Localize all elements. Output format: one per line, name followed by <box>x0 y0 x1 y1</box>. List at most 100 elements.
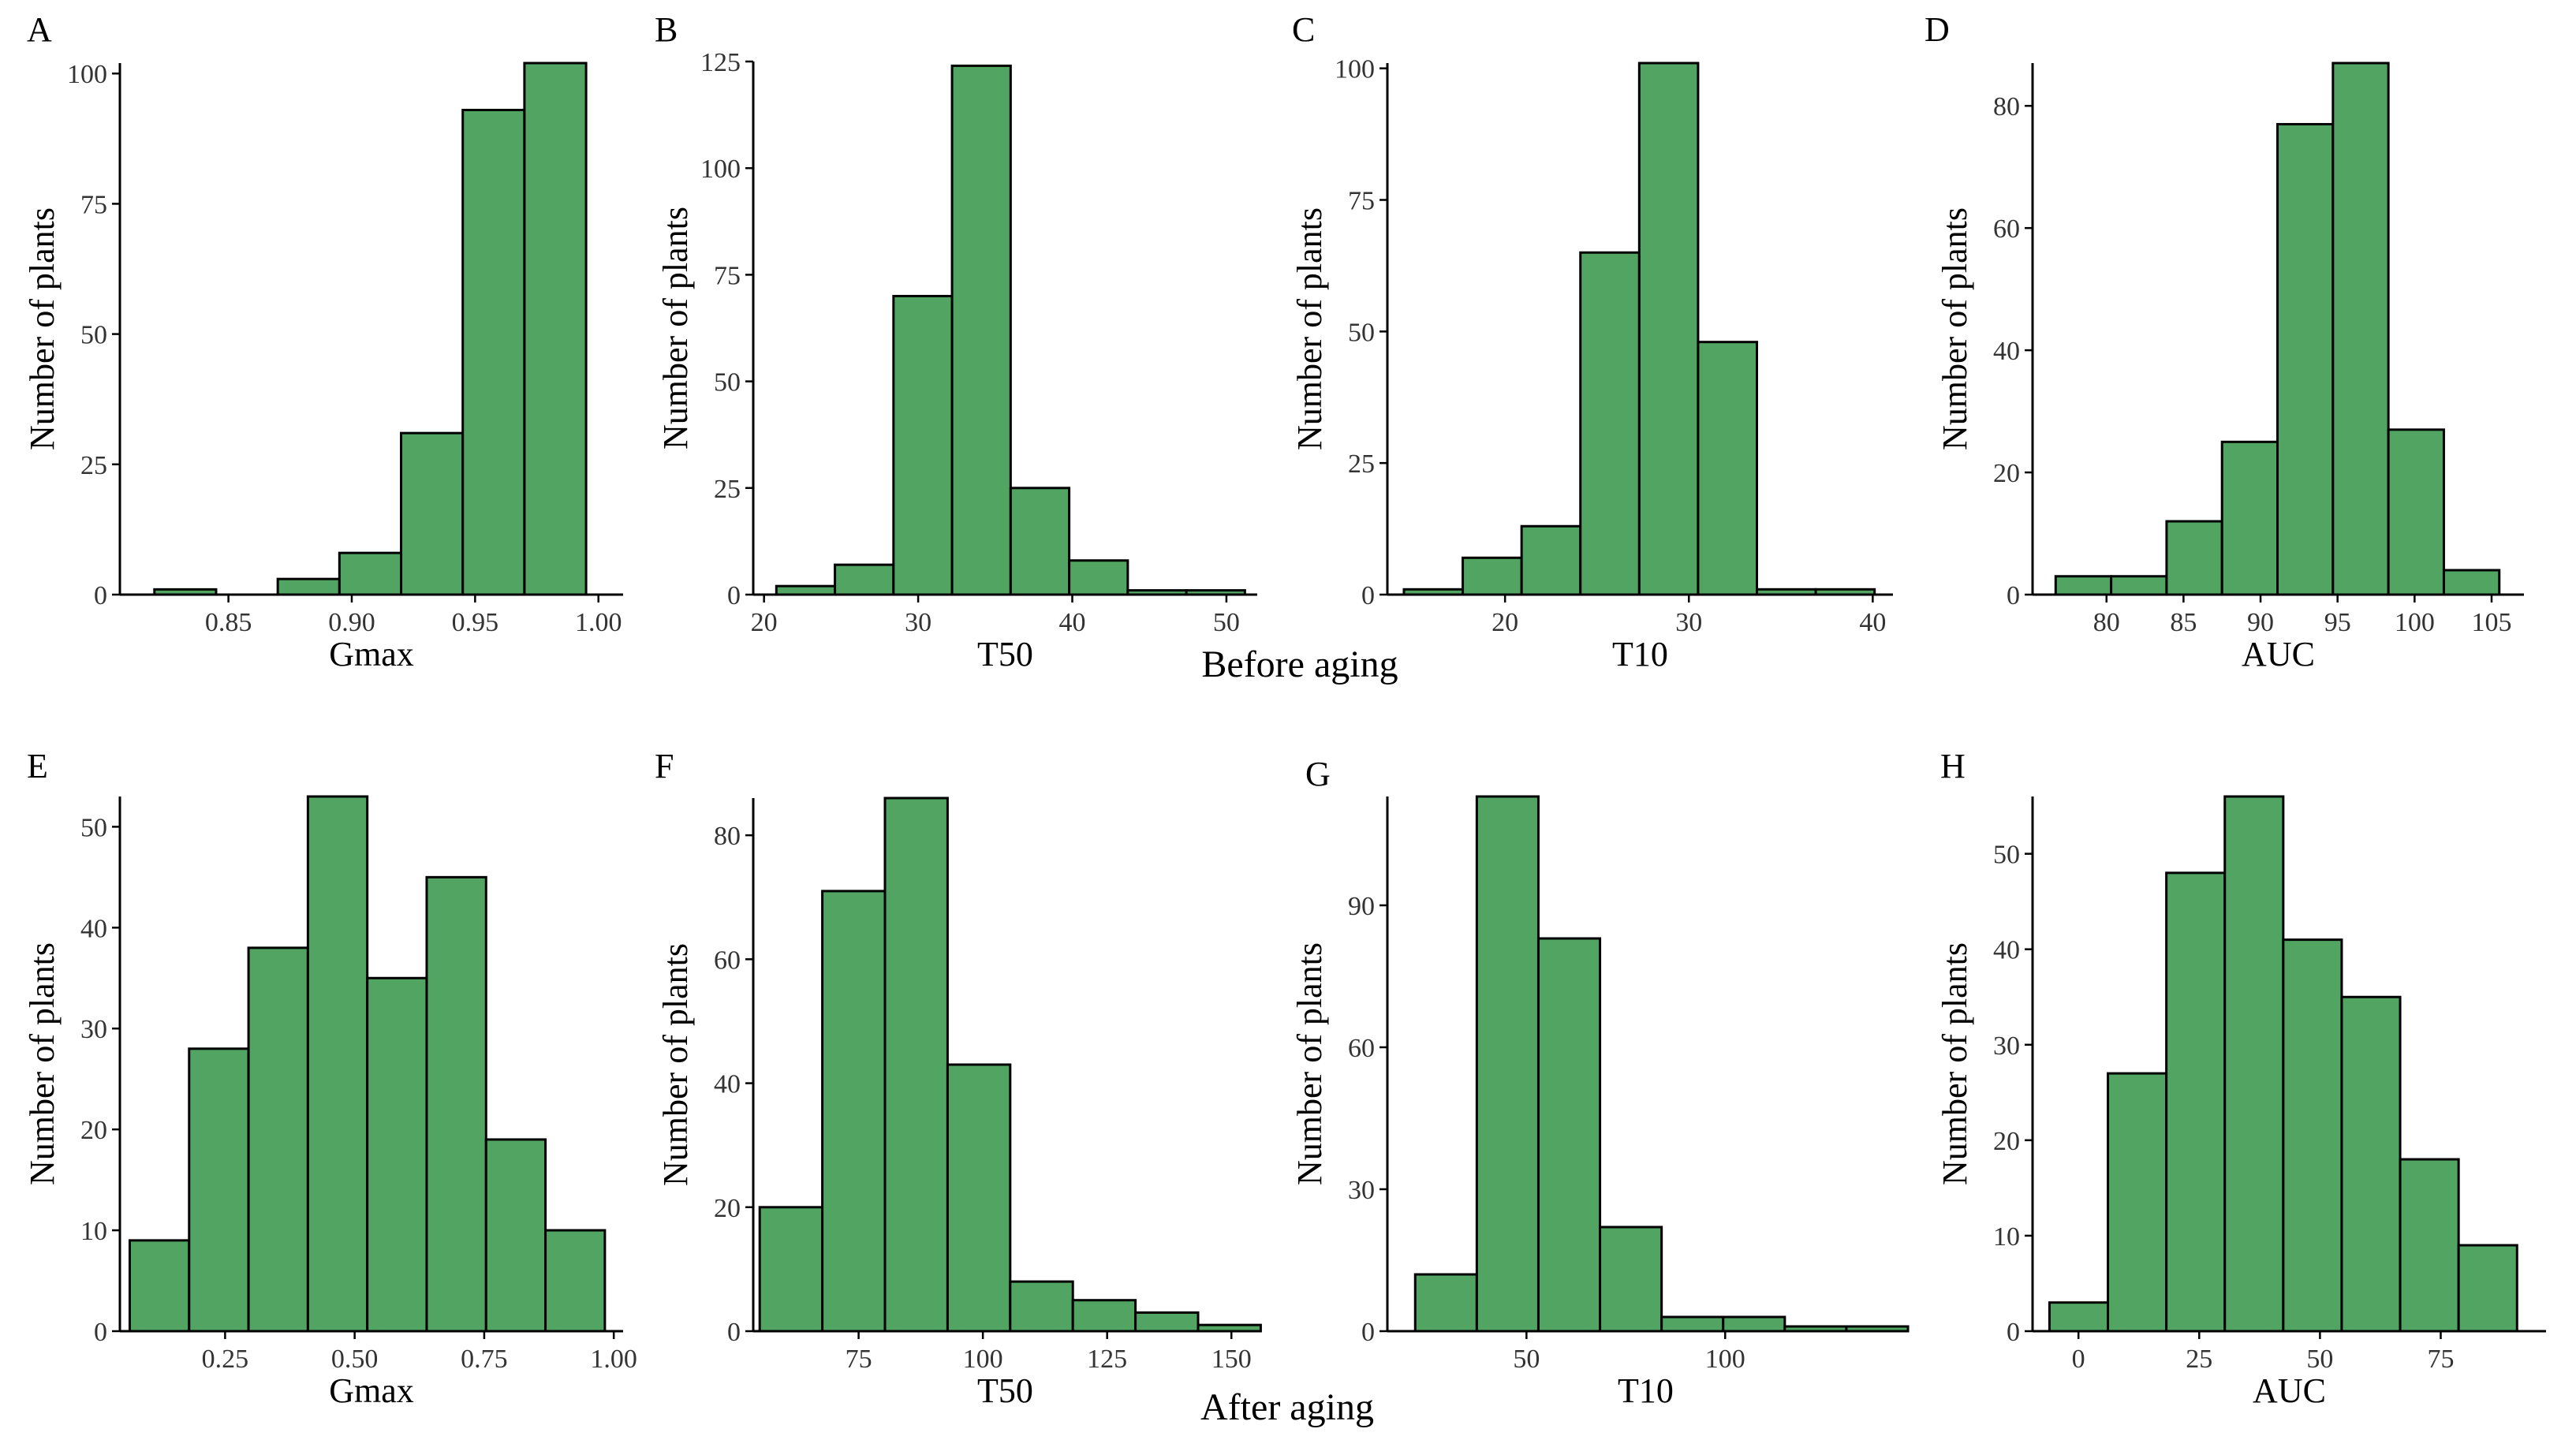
panel-d: D 80 85 90 95 100 105 0 20 40 60 80 AUC Number of pla… <box>1925 10 2524 673</box>
histogram-bar <box>1462 556 1523 596</box>
histogram-bar <box>2282 938 2343 1333</box>
y-tick-label: 30 <box>1348 1176 1375 1205</box>
histogram-bar <box>425 875 487 1333</box>
histogram-bar <box>1134 1311 1200 1333</box>
x-tick-label: 0.95 <box>452 608 499 637</box>
histogram-bar <box>2276 122 2335 596</box>
x-tick-label: 25 <box>2186 1345 2212 1374</box>
y-tick-label: 10 <box>80 1217 107 1246</box>
panel-letter-g: G <box>1305 755 1331 793</box>
x-tick-label: 0.90 <box>328 608 375 637</box>
histogram-bar <box>950 64 1012 596</box>
histogram-bar <box>1579 251 1641 596</box>
histogram-bar <box>946 1063 1012 1333</box>
y-axis-title: Number of plants <box>656 943 695 1186</box>
histogram-bar <box>2331 62 2390 596</box>
panel-letter-a: A <box>27 10 52 49</box>
histogram-bar <box>1071 1299 1137 1333</box>
x-tick-label: 75 <box>846 1345 872 1374</box>
caption-before-aging: Before aging <box>1201 644 1398 685</box>
x-tick-label: 85 <box>2170 608 2197 637</box>
x-tick-label: 40 <box>1859 608 1886 637</box>
y-tick-label: 100 <box>700 155 741 184</box>
histogram-bar <box>2110 575 2168 596</box>
histogram-bar <box>544 1229 607 1333</box>
histogram-bar <box>400 431 465 596</box>
x-tick-label: 0.50 <box>331 1345 379 1374</box>
y-tick-label: 50 <box>1993 841 2020 870</box>
y-tick-label: 0 <box>2007 581 2020 610</box>
y-axis-title: Number of plants <box>656 207 695 450</box>
x-tick-label: 50 <box>1513 1345 1540 1374</box>
x-tick-label: 20 <box>751 608 778 637</box>
y-axis-title: Number of plants <box>1936 942 1974 1185</box>
y-tick-label: 40 <box>1993 337 2020 366</box>
y-tick-label: 75 <box>714 261 741 290</box>
y-tick-label: 80 <box>714 822 741 851</box>
panel-g: G 50 100 0 30 60 90 T10 Number of plants <box>1290 755 1910 1410</box>
x-tick-label: 80 <box>2093 608 2120 637</box>
y-tick-label: 40 <box>80 914 107 943</box>
panel-letter-h: H <box>1940 747 1966 785</box>
x-axis-title: T50 <box>977 1371 1033 1410</box>
histogram-bar <box>1697 341 1759 596</box>
histogram-bar <box>834 563 895 596</box>
y-tick-label: 50 <box>80 321 107 350</box>
histogram-bar <box>1722 1315 1786 1333</box>
caption-after-aging: After aging <box>1200 1386 1374 1428</box>
histogram-bar <box>1660 1315 1725 1333</box>
y-tick-label: 60 <box>714 946 741 975</box>
y-tick-label: 80 <box>1993 92 2020 121</box>
histogram-bar <box>2165 520 2223 596</box>
y-axis-title: Number of plants <box>23 207 62 450</box>
x-tick-label: 100 <box>1705 1345 1745 1374</box>
histogram-bar <box>1475 795 1540 1333</box>
y-tick-label: 25 <box>1348 450 1375 479</box>
x-tick-label: 0.25 <box>202 1345 249 1374</box>
y-tick-label: 50 <box>1348 318 1375 347</box>
histogram-bar <box>366 976 428 1333</box>
x-tick-label: 1.00 <box>590 1345 637 1374</box>
histogram-bar <box>775 584 837 596</box>
histogram-bar <box>892 294 954 596</box>
y-tick-label: 20 <box>1993 459 2020 488</box>
y-tick-label: 60 <box>1348 1034 1375 1063</box>
y-tick-label: 125 <box>700 48 741 77</box>
histogram-bar <box>1520 524 1582 596</box>
x-tick-label: 30 <box>1675 608 1702 637</box>
x-tick-label: 0.75 <box>461 1345 508 1374</box>
panel-a: A 0.85 0.90 0.95 1.00 0 25 50 75 100 Gmax Number of… <box>23 10 623 673</box>
histogram-bar <box>2054 575 2113 596</box>
y-tick-label: 20 <box>1993 1127 2020 1156</box>
y-tick-label: 50 <box>80 813 107 842</box>
x-tick-label: 50 <box>2306 1345 2333 1374</box>
y-tick-label: 0 <box>1361 1318 1375 1347</box>
y-tick-label: 100 <box>1335 55 1375 84</box>
histogram-bar <box>188 1047 250 1333</box>
y-tick-label: 10 <box>1993 1222 2020 1252</box>
y-tick-label: 25 <box>80 451 107 480</box>
panel-e: E 0.25 0.50 0.75 1.00 0 10 20 30 40 50 Gmax Number o… <box>23 747 637 1410</box>
x-tick-label: 125 <box>1087 1345 1127 1374</box>
y-axis-title: Number of plants <box>1290 207 1329 450</box>
x-axis-title: T50 <box>977 635 1033 673</box>
y-tick-label: 0 <box>1361 581 1375 610</box>
histogram-bar <box>128 1239 191 1333</box>
histogram-bar <box>1413 1273 1478 1333</box>
x-tick-label: 0.85 <box>205 608 252 637</box>
y-tick-label: 75 <box>1348 187 1375 216</box>
y-axis-title: Number of plants <box>23 942 62 1185</box>
y-tick-label: 0 <box>2007 1318 2020 1347</box>
y-tick-label: 25 <box>714 475 741 504</box>
y-tick-label: 30 <box>80 1015 107 1044</box>
x-axis-title: Gmax <box>329 1371 414 1410</box>
panel-letter-c: C <box>1292 10 1315 49</box>
histogram-bar <box>2223 795 2285 1333</box>
x-tick-label: 75 <box>2427 1345 2454 1374</box>
histogram-bar <box>2387 428 2445 596</box>
histogram-bar <box>1009 1280 1074 1333</box>
x-tick-label: 50 <box>1213 608 1240 637</box>
x-axis-title: T10 <box>1612 635 1668 673</box>
y-tick-label: 30 <box>1993 1032 2020 1061</box>
